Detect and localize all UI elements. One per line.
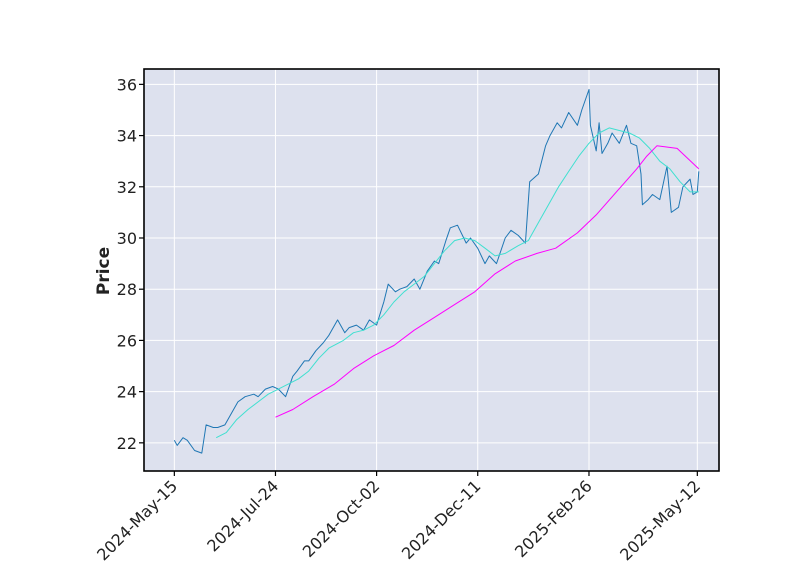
y-tick-label: 30	[117, 229, 137, 248]
y-tick-label: 32	[117, 178, 137, 197]
x-tick-label: 2024-Oct-02	[299, 476, 384, 561]
y-tick-label: 36	[117, 75, 137, 94]
x-tick-label: 2024-Jul-24	[203, 476, 282, 555]
plot-background	[144, 69, 719, 471]
y-tick-label: 34	[117, 127, 137, 146]
x-tick-label: 2025-Feb-26	[511, 476, 596, 561]
x-tick-label: 2024-May-15	[93, 476, 181, 564]
y-tick-label: 28	[117, 280, 137, 299]
y-axis-label: Price	[94, 247, 114, 295]
y-tick-label: 24	[117, 383, 137, 402]
x-tick-label: 2024-Dec-11	[398, 476, 485, 563]
x-tick-label: 2025-May-12	[616, 476, 704, 564]
y-tick-label: 22	[117, 434, 137, 453]
y-tick-label: 26	[117, 331, 137, 350]
